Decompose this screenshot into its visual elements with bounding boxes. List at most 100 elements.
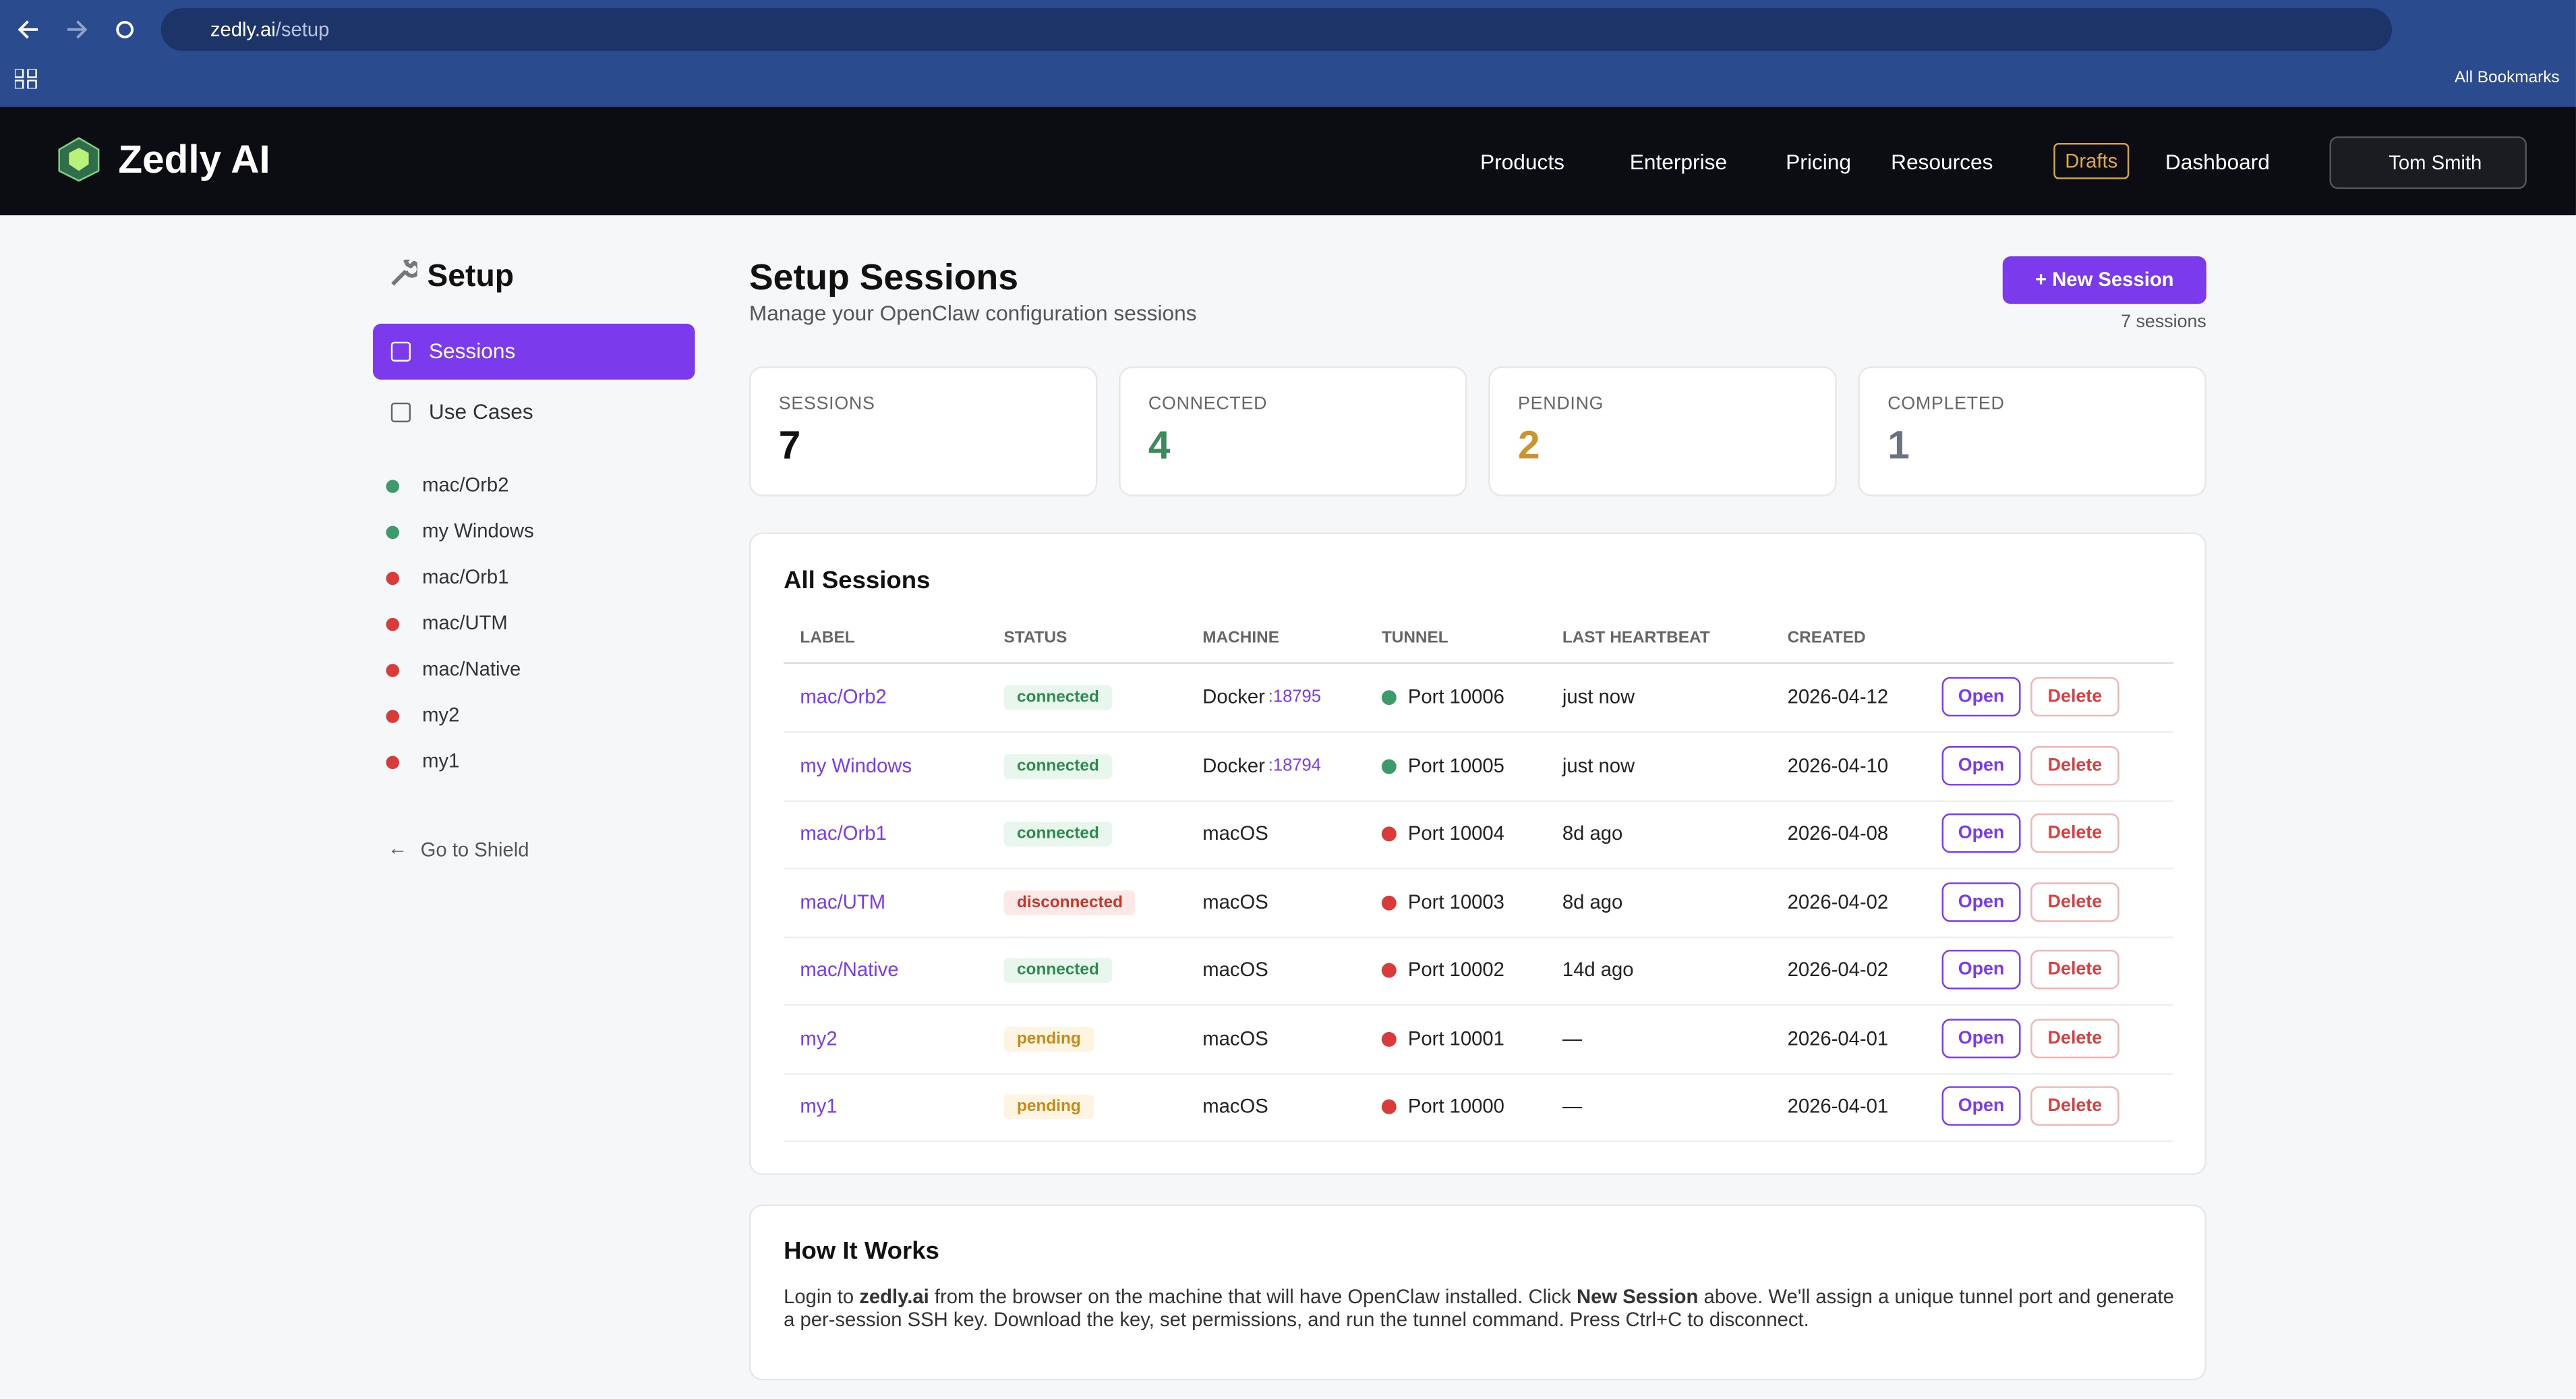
status-badge: connected: [1003, 822, 1113, 847]
tunnel: Port 10005: [1407, 753, 1504, 777]
status-dot: [386, 571, 399, 586]
session-link[interactable]: my2: [800, 1026, 838, 1050]
sidebar-menu-item[interactable]: Use Cases: [373, 384, 695, 440]
status-badge: connected: [1003, 753, 1113, 778]
tunnel: Port 10003: [1407, 890, 1504, 913]
header-rule: [784, 662, 2174, 664]
open-button[interactable]: Open: [1941, 882, 2021, 921]
how-title: How It Works: [784, 1237, 939, 1265]
open-button[interactable]: Open: [1941, 813, 2021, 853]
open-button[interactable]: Open: [1941, 1018, 2021, 1058]
drafts-badge[interactable]: Drafts: [2053, 142, 2130, 179]
session-link[interactable]: mac/UTM: [800, 890, 886, 913]
site-nav: Zedly AI Drafts Dashboard Tom Smith Prod…: [0, 107, 2576, 216]
open-button[interactable]: Open: [1941, 950, 2021, 990]
delete-button[interactable]: Delete: [2030, 882, 2119, 921]
sidebar-session[interactable]: my2: [422, 703, 460, 726]
all-bookmarks[interactable]: All Bookmarks: [2454, 69, 2560, 88]
open-button[interactable]: Open: [1941, 677, 2021, 717]
brand[interactable]: Zedly AI: [118, 138, 270, 183]
heartbeat: 8d ago: [1562, 890, 1623, 913]
row-rule: [784, 799, 2174, 801]
session-link[interactable]: my Windows: [800, 753, 912, 777]
machine: macOS: [1202, 822, 1268, 845]
nav-dashboard[interactable]: Dashboard: [2165, 149, 2270, 175]
tunnel-dot: [1381, 1031, 1397, 1046]
nav-item[interactable]: Products: [1480, 149, 1565, 175]
sidebar-title: Setup: [427, 259, 514, 295]
nav-item[interactable]: Resources: [1891, 149, 1993, 175]
user-name: Tom Smith: [2389, 151, 2482, 175]
session-link[interactable]: mac/Native: [800, 958, 899, 981]
machine: macOS: [1202, 958, 1268, 981]
nav-item[interactable]: Enterprise: [1629, 149, 1728, 175]
tunnel: Port 10002: [1407, 958, 1504, 981]
open-button[interactable]: Open: [1941, 745, 2021, 785]
tunnel-dot: [1381, 894, 1397, 910]
tunnel: Port 10001: [1407, 1026, 1504, 1050]
how-part: Login to: [784, 1285, 860, 1309]
tunnel-dot: [1381, 690, 1397, 706]
delete-button[interactable]: Delete: [2030, 813, 2119, 853]
machine-port: :18794: [1268, 755, 1322, 775]
stat-value: 7: [778, 424, 801, 469]
tunnel: Port 10000: [1407, 1094, 1504, 1118]
row-rule: [784, 1072, 2174, 1075]
address-bar[interactable]: zedly.ai/setup: [160, 8, 2393, 51]
machine: macOS: [1202, 1026, 1268, 1050]
nav-item[interactable]: Pricing: [1786, 149, 1851, 175]
heartbeat: just now: [1562, 753, 1635, 777]
heartbeat: —: [1562, 1094, 1583, 1118]
menu-icon: [390, 402, 411, 423]
how-part: zedly.ai: [859, 1285, 929, 1309]
stat-value: 1: [1887, 424, 1910, 469]
stat-value: 2: [1518, 424, 1540, 469]
session-link[interactable]: mac/Orb1: [800, 822, 887, 845]
wrench-icon: [391, 259, 417, 286]
tunnel-dot: [1381, 963, 1397, 978]
tunnel-dot: [1381, 826, 1397, 842]
heartbeat: —: [1562, 1026, 1583, 1050]
sidebar-session[interactable]: mac/Orb1: [422, 565, 509, 589]
back-arrow: ←: [387, 836, 408, 860]
tunnel-dot: [1381, 1099, 1397, 1114]
tunnel: Port 10006: [1407, 685, 1504, 709]
browser-controls[interactable]: [13, 15, 144, 45]
delete-button[interactable]: Delete: [2030, 1018, 2119, 1058]
session-count: 7 sessions: [2121, 312, 2206, 333]
heartbeat: 14d ago: [1562, 958, 1634, 981]
how-part: above. We'll assign a unique tunnel port…: [784, 1285, 2174, 1332]
new-session-button[interactable]: + New Session: [2002, 256, 2206, 304]
stat-card: CONNECTED 4: [1119, 366, 1467, 496]
sidebar-menu-item[interactable]: Sessions: [373, 323, 695, 380]
stat-card: COMPLETED 1: [1858, 366, 2206, 496]
status-badge: connected: [1003, 685, 1113, 710]
row-rule: [784, 867, 2174, 869]
tunnel-dot: [1381, 758, 1397, 774]
sidebar-session[interactable]: mac/Orb2: [422, 473, 509, 496]
heartbeat: 8d ago: [1562, 822, 1623, 845]
row-rule: [784, 1004, 2174, 1006]
delete-button[interactable]: Delete: [2030, 677, 2119, 717]
page-subtitle: Manage your OpenClaw configuration sessi…: [749, 300, 1197, 326]
sidebar-session[interactable]: my1: [422, 749, 460, 773]
machine: macOS: [1202, 890, 1268, 913]
user-menu[interactable]: Tom Smith: [2329, 136, 2527, 190]
back-link[interactable]: Go to Shield: [420, 838, 529, 861]
sidebar-session[interactable]: mac/UTM: [422, 611, 508, 635]
url-host: zedly.ai: [210, 18, 276, 41]
status-dot: [386, 664, 399, 677]
menu-label: Sessions: [428, 338, 516, 364]
column-header: LABEL: [800, 629, 855, 648]
delete-button[interactable]: Delete: [2030, 1086, 2119, 1126]
status-dot: [386, 710, 399, 723]
open-button[interactable]: Open: [1941, 1086, 2021, 1126]
machine: Docker: [1202, 753, 1265, 777]
sidebar-session[interactable]: my Windows: [422, 519, 534, 542]
session-link[interactable]: mac/Orb2: [800, 685, 887, 709]
session-link[interactable]: my1: [800, 1094, 838, 1118]
apps-icon[interactable]: [14, 69, 38, 89]
delete-button[interactable]: Delete: [2030, 950, 2119, 990]
sidebar-session[interactable]: mac/Native: [422, 657, 521, 681]
delete-button[interactable]: Delete: [2030, 745, 2119, 785]
